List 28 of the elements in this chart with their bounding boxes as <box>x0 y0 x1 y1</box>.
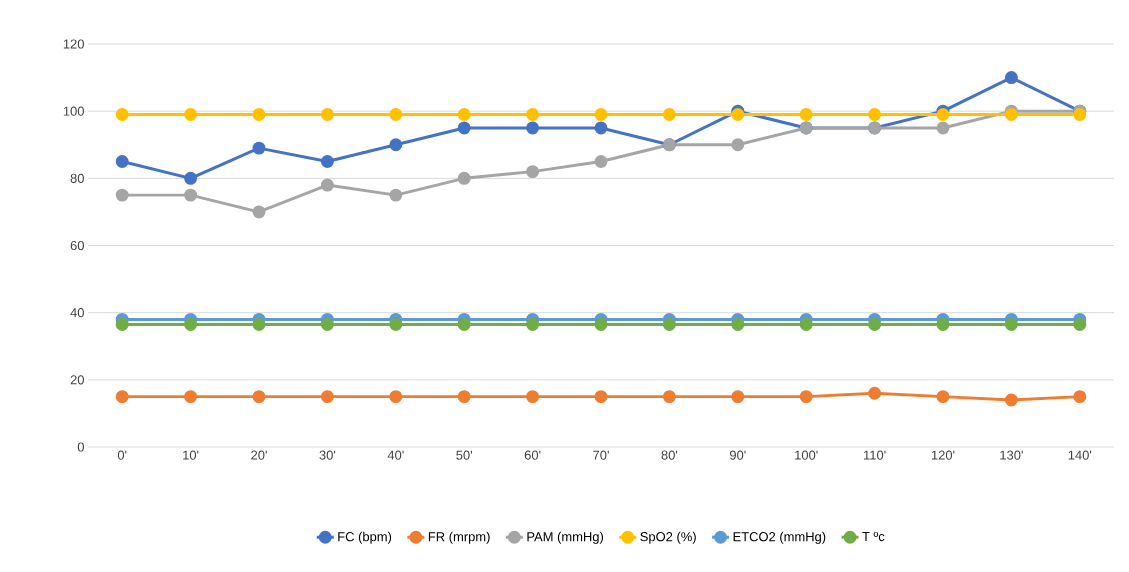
legend-label: PAM (mmHg) <box>527 531 604 544</box>
x-tick-label: 140' <box>1068 450 1092 460</box>
x-tick-label: 50' <box>456 450 472 460</box>
x-tick-label: 110' <box>864 450 886 460</box>
x-tick-label: 100' <box>795 450 818 460</box>
y-tick-label: 20 <box>70 375 84 385</box>
legend-label: FR (mrpm) <box>428 531 490 544</box>
x-tick-label: 80' <box>661 450 678 460</box>
legend-label: ETCO2 (mmHg) <box>733 531 826 544</box>
x-tick-label: 120' <box>931 450 955 460</box>
x-tick-label: 30' <box>319 450 336 460</box>
x-tick-label: 70' <box>593 450 609 460</box>
y-tick-label: 40 <box>70 308 84 318</box>
legend-label: FC (bpm) <box>338 531 392 544</box>
x-tick-label: 130' <box>1000 450 1023 460</box>
x-tick-label: 40' <box>387 450 404 460</box>
x-tick-label: 10' <box>183 450 199 460</box>
legend-label: T ºc <box>862 531 885 542</box>
y-tick-label: 60 <box>70 240 84 251</box>
legend-label: SpO2 (%) <box>640 531 696 544</box>
x-tick-label: 0' <box>117 450 127 460</box>
y-tick-label: 120 <box>63 39 84 49</box>
y-tick-label: 100 <box>63 106 84 116</box>
y-tick-label: 80 <box>70 173 84 183</box>
y-tick-label: 0 <box>77 442 84 452</box>
x-tick-label: 20' <box>251 450 267 460</box>
x-tick-label: 90' <box>729 450 746 460</box>
x-tick-label: 60' <box>524 450 541 460</box>
